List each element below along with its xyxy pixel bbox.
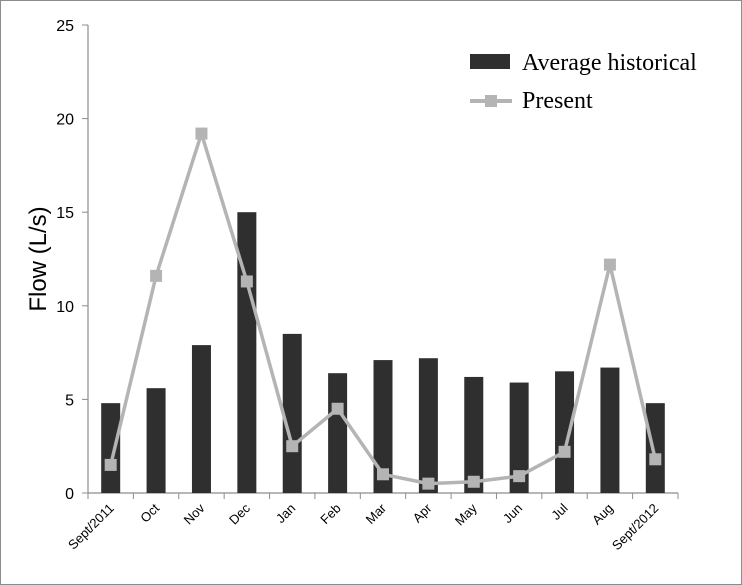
line-point — [377, 468, 389, 481]
line-series — [104, 127, 662, 490]
y-ticks: 0 5 10 15 20 25 — [56, 18, 88, 503]
x-tick-label: Nov — [181, 500, 208, 527]
y-tick-label: 15 — [56, 205, 74, 222]
line-point — [150, 269, 163, 282]
bar — [191, 345, 211, 493]
x-ticks: Sept/2011 Oct Nov Dec Jan Feb Mar Apr May Jun Jul A… — [65, 493, 679, 554]
bar — [509, 382, 529, 493]
y-tick-label: 10 — [56, 299, 74, 316]
y-tick-label: 5 — [65, 392, 74, 409]
line-point — [240, 275, 253, 288]
x-tick-label: Apr — [410, 500, 435, 525]
bar — [418, 358, 438, 493]
line-point — [286, 440, 299, 453]
x-tick-label: Jun — [500, 501, 525, 526]
x-tick-label: Oct — [137, 500, 162, 525]
x-tick-label: Feb — [317, 501, 343, 527]
line-point — [603, 258, 616, 271]
x-tick-label: Sept/2012 — [609, 501, 662, 554]
y-axis-label: Flow (L/s) — [25, 206, 52, 311]
line-point — [104, 458, 117, 471]
bar — [146, 388, 166, 493]
bar — [373, 360, 393, 493]
bar-series — [101, 212, 665, 493]
y-tick-label: 20 — [56, 112, 74, 129]
line-point — [422, 477, 435, 490]
x-tick-label: Dec — [226, 500, 253, 527]
legend-swatch-bar — [470, 54, 510, 69]
y-tick-label: 25 — [56, 18, 74, 35]
bar — [328, 373, 348, 493]
line-point — [513, 470, 526, 483]
legend-swatch-marker — [485, 95, 497, 107]
bar — [645, 403, 665, 493]
x-tick-label: Sept/2011 — [65, 501, 117, 553]
bar — [101, 403, 121, 493]
y-tick-label: 0 — [65, 486, 74, 503]
legend: Average historical Present — [470, 50, 697, 114]
line-point — [649, 453, 662, 466]
line-point — [558, 445, 571, 458]
x-tick-label: May — [452, 500, 480, 528]
line-point — [467, 475, 480, 488]
bar — [282, 333, 302, 493]
x-tick-label: Aug — [589, 501, 616, 528]
legend-label-line: Present — [522, 88, 593, 114]
x-tick-label: Mar — [363, 500, 390, 527]
bar — [464, 376, 484, 493]
x-tick-label: Jan — [273, 501, 298, 526]
x-tick-label: Jul — [548, 500, 570, 522]
legend-label-bar: Average historical — [522, 50, 697, 76]
line-point — [195, 127, 208, 140]
bar — [600, 367, 620, 493]
bar — [555, 371, 575, 493]
line-point — [331, 402, 344, 415]
